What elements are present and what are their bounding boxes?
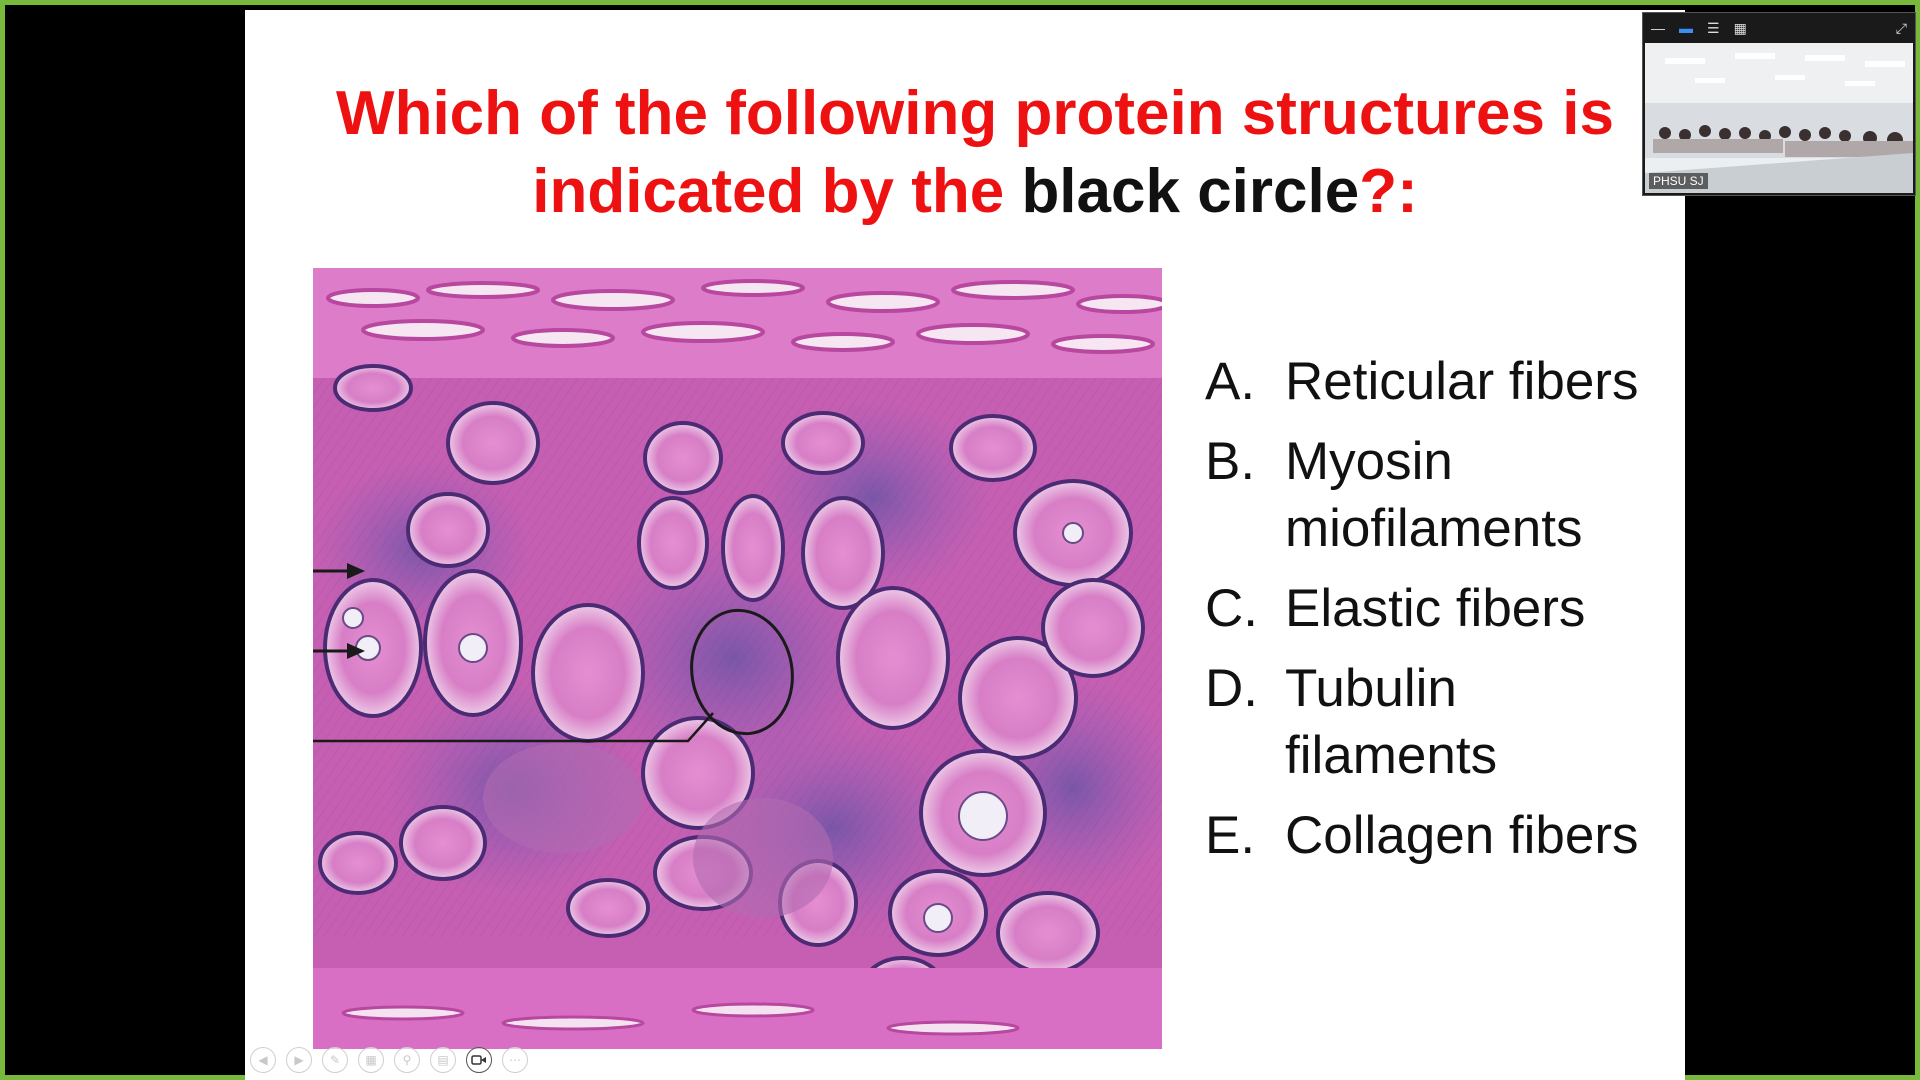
micrograph-image	[313, 268, 1162, 1049]
choice-c: C. Elastic fibers	[1205, 575, 1645, 642]
strip-view-icon[interactable]: ☰	[1707, 19, 1720, 36]
title-line-2: indicated by the black circle?:	[285, 153, 1665, 231]
answer-choices: A. Reticular fibers B. Myosin miofilamen…	[1205, 348, 1645, 882]
choice-text: Elastic fibers	[1285, 579, 1586, 638]
choice-b: B. Myosin miofilaments	[1205, 428, 1645, 562]
slide-title: Which of the following protein structure…	[285, 75, 1665, 231]
subtitles-icon[interactable]: ▤	[430, 1047, 456, 1073]
black-circle-marker	[690, 608, 794, 736]
title-line-2-red: indicated by the	[532, 157, 1022, 226]
expand-icon[interactable]: ⤢	[1895, 19, 1907, 36]
arrow-markers	[313, 563, 365, 659]
camera-icon[interactable]	[466, 1047, 492, 1073]
slideshow-toolbar: ◀ ▶ ✎ ▦ ⚲ ▤ ⋯	[245, 1043, 528, 1077]
participant-name: PHSU SJ	[1649, 173, 1708, 189]
choice-letter: E.	[1205, 806, 1256, 865]
slides-icon[interactable]: ▦	[358, 1047, 384, 1073]
choice-e: E. Collagen fibers	[1205, 802, 1645, 869]
choice-text: Myosin miofilaments	[1285, 432, 1583, 558]
choice-d: D. Tubulin filaments	[1205, 655, 1645, 789]
cartilage-micrograph	[313, 268, 1162, 1049]
choice-text: Tubulin filaments	[1285, 659, 1498, 785]
pen-icon[interactable]: ✎	[322, 1047, 348, 1073]
minimize-icon[interactable]: —	[1651, 20, 1665, 36]
choice-letter: A.	[1205, 352, 1256, 411]
participant-video[interactable]: PHSU SJ	[1645, 43, 1913, 193]
video-panel-controls: — ▬ ☰ ▦ ⤢	[1643, 13, 1915, 43]
title-black-circle: black circle	[1021, 157, 1360, 226]
choice-a: A. Reticular fibers	[1205, 348, 1645, 415]
video-thumbnail-panel: — ▬ ☰ ▦ ⤢	[1642, 12, 1916, 196]
choice-text: Reticular fibers	[1285, 352, 1639, 411]
zoom-icon[interactable]: ⚲	[394, 1047, 420, 1073]
pointer-line	[313, 712, 714, 743]
next-icon[interactable]: ▶	[286, 1047, 312, 1073]
speaker-view-icon[interactable]: ▬	[1679, 20, 1693, 36]
choice-letter: D.	[1205, 659, 1258, 718]
title-line-2-tail: ?:	[1359, 157, 1418, 226]
more-icon[interactable]: ⋯	[502, 1047, 528, 1073]
presentation-slide: Which of the following protein structure…	[245, 10, 1685, 1080]
title-line-1: Which of the following protein structure…	[336, 79, 1614, 148]
gallery-view-icon[interactable]: ▦	[1733, 19, 1747, 36]
choice-letter: B.	[1205, 432, 1256, 491]
choice-text: Collagen fibers	[1285, 806, 1639, 865]
prev-icon[interactable]: ◀	[250, 1047, 276, 1073]
choice-letter: C.	[1205, 579, 1258, 638]
classroom-video-frame	[1645, 43, 1913, 193]
